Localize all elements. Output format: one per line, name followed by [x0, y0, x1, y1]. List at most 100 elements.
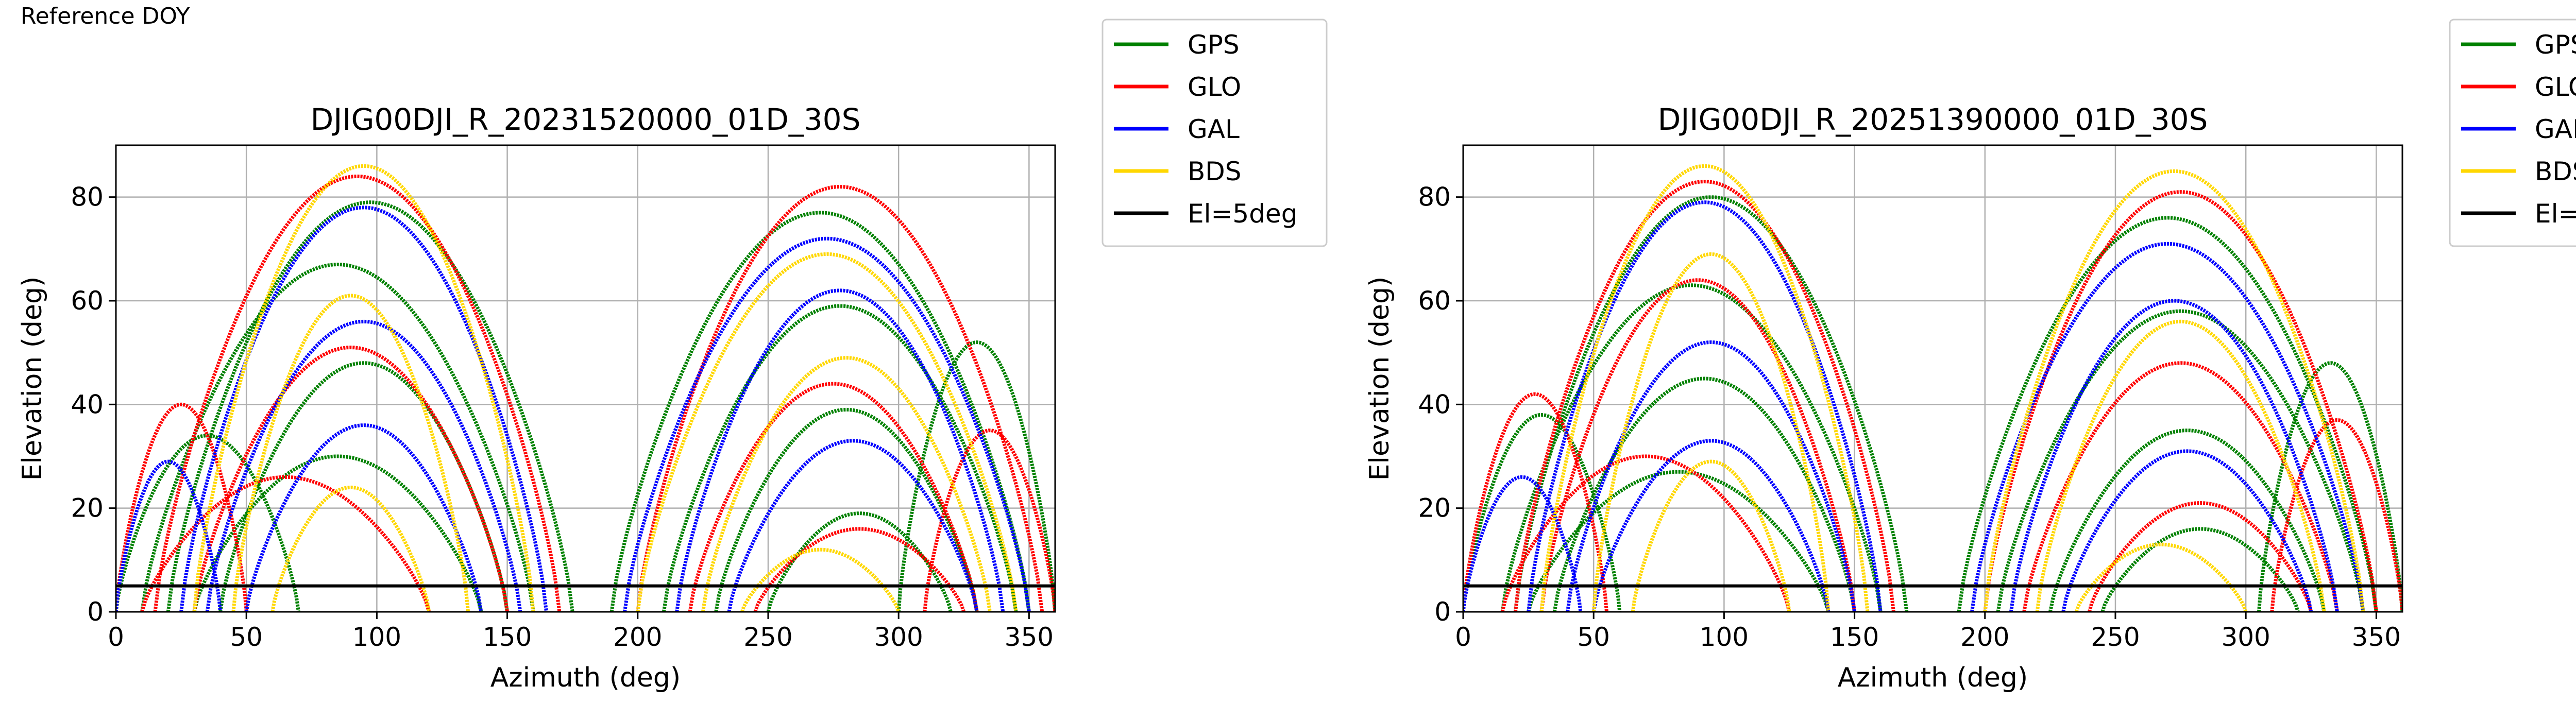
x-tick-label: 100 [352, 622, 401, 652]
axes-frame [115, 144, 1056, 613]
satellite-track-bds [192, 164, 535, 612]
satellite-track-gps [609, 211, 1031, 612]
satellite-track-glo [140, 475, 431, 612]
satellite-track-gps [1463, 413, 1622, 612]
satellite-track-glo [153, 174, 562, 612]
satellite-track-gal [2061, 449, 2313, 612]
satellite-track-gal [205, 319, 522, 612]
satellite-track-glo [688, 382, 979, 612]
legend: GPS GLO GAL BDS El=5deg [1101, 19, 1328, 247]
y-tick-label: 80 [71, 182, 104, 212]
x-tick-label: 350 [2352, 622, 2401, 652]
satellite-track-gps [714, 407, 979, 612]
x-axis-label: Azimuth (deg) [490, 662, 681, 693]
satellite-track-glo [1983, 190, 2378, 612]
y-axis-label: Elevation (deg) [1364, 277, 1395, 481]
satellite-track-bds [231, 294, 470, 612]
y-tick-label: 0 [1434, 597, 1451, 627]
satellite-track-gps [1552, 376, 1857, 612]
x-tick-label: 350 [1005, 622, 1054, 652]
satellite-track-gps [662, 304, 1018, 612]
x-tick-label: 150 [483, 622, 532, 652]
chart-title: DJIG00DJI_R_20231520000_01D_30S [311, 102, 861, 137]
satellite-track-bds [1539, 164, 1870, 612]
legend-label: GAL [2535, 114, 2576, 144]
y-tick-label: 40 [71, 389, 104, 419]
satellite-track-gal [116, 459, 223, 612]
satellite-track-gal [623, 236, 1031, 612]
satellite-track-gal [2009, 299, 2339, 612]
satellite-track-gps [1500, 283, 1883, 612]
satellite-track-gps [166, 200, 574, 612]
x-tick-label: 0 [108, 622, 124, 652]
chart-title: DJIG00DJI_R_20251390000_01D_30S [1658, 102, 2208, 137]
legend-box [2449, 19, 2576, 247]
satellite-track-gal [727, 439, 979, 612]
satellite-track-glo [1513, 179, 1895, 612]
x-tick-label: 50 [230, 622, 263, 652]
satellite-track-gps [1957, 216, 2378, 612]
satellite-track-glo [1500, 454, 1791, 612]
y-tick-label: 80 [1418, 182, 1451, 212]
satellite-track-gal [675, 288, 1005, 612]
x-tick-label: 100 [1700, 622, 1749, 652]
plot-area [1463, 164, 2402, 612]
satellite-track-gps [140, 262, 535, 612]
y-tick-label: 0 [87, 597, 104, 627]
chart-panel-2: DJIG00DJI_R_20251390000_01D_30S 0 50 100 150… [1364, 19, 2576, 693]
satellite-track-glo [753, 527, 966, 612]
y-tick-label: 20 [1418, 493, 1451, 523]
legend-box [1101, 19, 1328, 247]
legend-label: El=5deg [2535, 199, 2576, 229]
x-tick-label: 50 [1577, 622, 1610, 652]
y-tick-label: 60 [71, 286, 104, 316]
legend-label: BDS [1188, 157, 1242, 186]
legend-label: BDS [2535, 157, 2576, 186]
legend-label: GAL [1188, 114, 1240, 144]
x-tick-label: 300 [874, 622, 923, 652]
y-tick-label: 20 [71, 493, 104, 523]
satellite-track-glo [2022, 361, 2339, 612]
satellite-track-gal [244, 423, 483, 612]
plot-area [116, 164, 1055, 612]
satellite-track-gal [1527, 200, 1883, 612]
x-tick-label: 150 [1830, 622, 1879, 652]
y-tick-label: 60 [1418, 286, 1451, 316]
satellite-track-gps [766, 511, 953, 612]
x-tick-label: 0 [1455, 622, 1471, 652]
legend: GPS GLO GAL BDS El=5deg [2449, 19, 2576, 247]
satellite-track-glo [636, 184, 1044, 612]
satellite-track-bds [740, 547, 901, 612]
satellite-track-bds [701, 356, 992, 612]
legend-label: El=5deg [1188, 199, 1297, 229]
x-tick-label: 250 [743, 622, 792, 652]
satellite-track-gps [1527, 470, 1831, 612]
satellite-track-glo [2087, 501, 2313, 612]
y-axis-label: Elevation (deg) [17, 277, 48, 481]
satellite-track-gps [192, 454, 483, 612]
x-tick-label: 200 [1960, 622, 2009, 652]
satellite-track-gps [2257, 361, 2402, 612]
satellite-track-bds [2035, 319, 2326, 612]
legend-label: GLO [2535, 72, 2576, 102]
satellite-track-bds [1591, 252, 1831, 612]
satellite-track-glo [923, 428, 1055, 612]
satellite-track-gps [2048, 428, 2326, 612]
satellite-track-glo [1463, 392, 1608, 612]
x-tick-label: 300 [2221, 622, 2270, 652]
chart-panel-1: DJIG00DJI_R_20231520000_01D_30S 0 50 100 150… [17, 19, 1328, 693]
axes-frame [1462, 144, 2403, 613]
legend-label: GPS [1188, 30, 1240, 60]
satellite-track-bds [270, 485, 431, 612]
satellite-track-glo [116, 402, 248, 612]
y-tick-label: 40 [1418, 389, 1451, 419]
x-tick-label: 250 [2091, 622, 2140, 652]
legend-label: GPS [2535, 30, 2576, 60]
satellite-track-glo [192, 346, 510, 612]
satellite-track-gps [896, 340, 1055, 612]
satellite-track-bds [636, 252, 1018, 612]
satellite-track-gal [1566, 340, 1857, 612]
satellite-track-bds [2074, 542, 2248, 612]
satellite-track-gps [1996, 309, 2365, 612]
